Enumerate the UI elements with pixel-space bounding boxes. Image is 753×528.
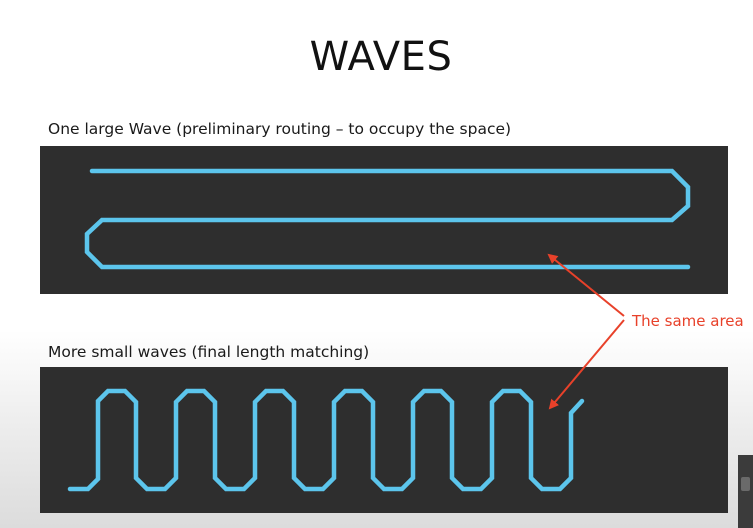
same-area-annotation: The same area: [632, 312, 744, 330]
large-wave-trace: [84, 168, 691, 270]
top-panel-caption: One large Wave (preliminary routing – to…: [48, 120, 512, 138]
video-thumbnail-corner: [738, 455, 753, 528]
arrow-to-large-wave: [547, 253, 625, 317]
arrow-to-small-waves: [548, 319, 625, 410]
bottom-panel-caption: More small waves (final length matching): [48, 343, 370, 361]
large-wave-panel: [40, 146, 728, 294]
small-waves-trace: [67, 388, 585, 492]
small-waves-panel: [40, 367, 728, 513]
slide-title: WAVES: [309, 34, 453, 80]
